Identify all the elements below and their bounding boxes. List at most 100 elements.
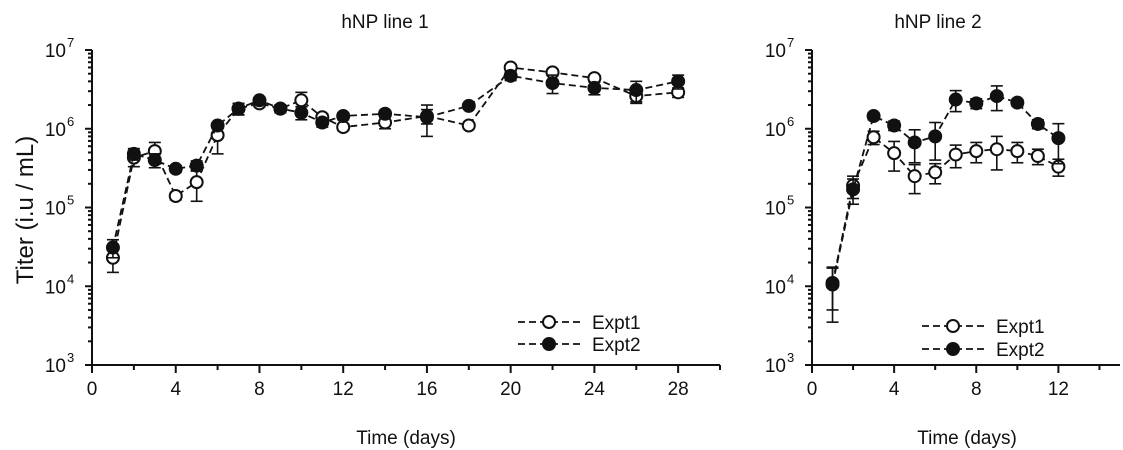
y-tick-exponent: 7 [787, 35, 794, 50]
data-point [948, 92, 963, 107]
legend-label: Expt1 [592, 313, 641, 334]
legend-marker [542, 315, 556, 329]
y-tick-exponent: 3 [787, 350, 794, 365]
data-point [105, 240, 120, 255]
data-point [419, 110, 434, 125]
y-tick-label: 10 [765, 277, 786, 298]
y-tick-exponent: 4 [787, 271, 794, 286]
x-tick-label: 20 [500, 379, 521, 400]
data-point [147, 153, 162, 168]
data-point [294, 93, 309, 108]
data-point [989, 89, 1004, 104]
legend-label: Expt1 [996, 317, 1045, 338]
data-point [969, 96, 984, 111]
x-tick-label: 8 [254, 379, 265, 400]
data-point [887, 146, 902, 161]
legend-marker [946, 319, 960, 333]
legend-marker [946, 342, 960, 356]
legend-label: Expt2 [996, 340, 1045, 361]
x-tick-label: 24 [584, 379, 606, 400]
y-axis-label: Titer (i.u / mL) [12, 136, 39, 284]
data-point [1030, 149, 1045, 164]
series-expt2: Expt2 [825, 85, 1066, 361]
data-point [587, 80, 602, 95]
y-tick-exponent: 3 [67, 350, 74, 365]
chart-title: hNP line 1 [341, 12, 428, 33]
data-point [189, 158, 204, 173]
data-point [887, 118, 902, 133]
y-tick-label: 10 [45, 277, 66, 298]
x-tick-label: 4 [889, 379, 900, 400]
y-tick-label: 10 [45, 199, 66, 220]
y-tick-exponent: 4 [67, 271, 74, 286]
series-expt2: Expt2 [105, 68, 686, 356]
y-tick-exponent: 5 [67, 193, 74, 208]
data-point [1030, 116, 1045, 131]
panel-hnp-line-1: hNP line 1 Time (days) 10 310 410 510 610 70 4… [45, 12, 721, 449]
y-tick-label: 10 [45, 356, 66, 377]
data-point [969, 144, 984, 159]
data-point [825, 277, 840, 292]
y-tick-label: 10 [45, 41, 66, 62]
data-point [461, 98, 476, 113]
y-tick-label: 10 [765, 199, 786, 220]
legend-label: Expt2 [592, 335, 641, 356]
data-point [461, 118, 476, 133]
x-tick-label: 28 [668, 379, 689, 400]
y-tick-label: 10 [765, 356, 786, 377]
y-tick-label: 10 [765, 120, 786, 141]
data-point [671, 74, 686, 89]
y-tick-exponent: 6 [67, 114, 74, 129]
data-point [126, 146, 141, 161]
data-point [545, 76, 560, 91]
x-tick-label: 8 [971, 379, 982, 400]
series-expt1: Expt1 [825, 130, 1066, 338]
data-point [168, 161, 183, 176]
y-tick-label: 10 [765, 41, 786, 62]
x-tick-label: 12 [333, 379, 354, 400]
y-tick-exponent: 7 [67, 35, 74, 50]
data-point [189, 175, 204, 190]
x-axis-label: Time (days) [356, 428, 456, 449]
data-point [210, 118, 225, 133]
data-point [907, 135, 922, 150]
x-axis-label: Time (days) [917, 428, 1017, 449]
data-point [866, 130, 881, 145]
data-point [168, 188, 183, 203]
data-point [928, 165, 943, 180]
data-point [231, 101, 246, 116]
y-tick-label: 10 [45, 120, 66, 141]
data-point [273, 101, 288, 116]
series-expt1: Expt1 [105, 60, 686, 334]
data-point [989, 142, 1004, 157]
data-point [629, 83, 644, 98]
panel-hnp-line-2: hNP line 2 Time (days) 10 310 410 510 610 70 4… [765, 12, 1120, 449]
data-point [378, 106, 393, 121]
series-line [831, 135, 1059, 284]
x-tick-label: 12 [1048, 379, 1069, 400]
data-point [1051, 131, 1066, 146]
x-tick-label: 0 [87, 379, 98, 400]
data-point [1010, 144, 1025, 159]
data-point [846, 182, 861, 197]
data-point [866, 109, 881, 124]
x-tick-label: 4 [170, 379, 181, 400]
data-point [336, 109, 351, 124]
y-tick-exponent: 5 [787, 193, 794, 208]
data-point [294, 105, 309, 120]
data-point [928, 129, 943, 144]
y-tick-exponent: 6 [787, 114, 794, 129]
x-tick-label: 16 [416, 379, 437, 400]
series-line [831, 95, 1059, 285]
x-tick-label: 0 [807, 379, 818, 400]
chart-title: hNP line 2 [894, 12, 981, 33]
data-point [948, 147, 963, 162]
data-point [1010, 95, 1025, 110]
data-point [315, 115, 330, 130]
data-point [907, 169, 922, 184]
data-point [503, 68, 518, 83]
legend-marker [542, 337, 556, 351]
data-point [252, 93, 267, 108]
